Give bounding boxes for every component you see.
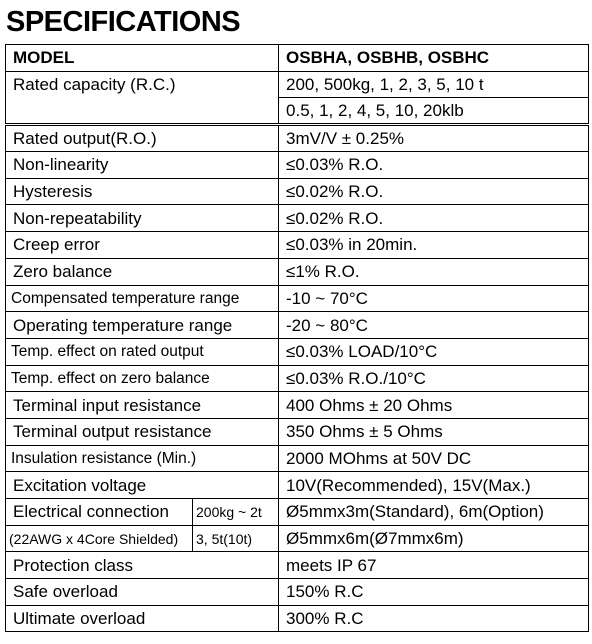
value: Ø5mmx6m(Ø7mmx6m)	[278, 524, 590, 553]
value: meets IP 67	[278, 551, 590, 580]
row: Creep error ≤0.03% in 20min.	[4, 231, 590, 259]
header-cell: MODEL	[4, 44, 280, 72]
value: 3mV/V ± 0.25%	[278, 123, 590, 153]
label: Temp. effect on rated output	[4, 337, 280, 366]
label: Electrical connection	[5, 498, 193, 526]
label: Terminal output resistance	[4, 417, 280, 446]
label: Operating temperature range	[4, 311, 280, 339]
label: Safe overload	[4, 578, 280, 606]
value: ≤0.03% in 20min.	[278, 231, 590, 259]
range: 3, 5t(10t)	[191, 524, 280, 553]
label: Rated output(R.O.)	[4, 123, 280, 153]
value: 150% R.C	[278, 578, 590, 606]
value: 0.5, 1, 2, 4, 5, 10, 20klb	[278, 97, 590, 126]
label: Temp. effect on zero balance	[4, 364, 280, 393]
row: Operating temperature range -20 ~ 80°C	[4, 311, 590, 339]
value: ≤0.03% LOAD/10°C	[278, 337, 590, 366]
note: (22AWG x 4Core Shielded)	[5, 524, 193, 553]
row: Electrical connection 200kg ~ 2t Ø5mmx3m(S…	[5, 498, 590, 526]
row: Safe overload 150% R.C	[4, 578, 590, 606]
label: Non-linearity	[4, 151, 280, 179]
title: SPECIFICATIONS	[6, 6, 241, 38]
value: -20 ~ 80°C	[278, 311, 590, 339]
label: Compensated temperature range	[4, 284, 280, 313]
row: Terminal input resistance 400 Ohms ± 20 O…	[4, 391, 590, 419]
spec-table: MODEL OSBHA, OSBHB, OSBHC Rated capacity…	[4, 44, 590, 633]
row: Compensated temperature range -10 ~ 70°C	[4, 284, 590, 313]
label: Hysteresis	[4, 177, 280, 206]
label: Rated capacity (R.C.)	[4, 70, 280, 126]
row: Excitation voltage 10V(Recommended), 15V(…	[4, 471, 590, 499]
row: Rated output(R.O.) 3mV/V ± 0.25%	[4, 123, 590, 153]
label: Terminal input resistance	[4, 391, 280, 419]
row: Terminal output resistance 350 Ohms ± 5 O…	[4, 417, 590, 446]
value: 300% R.C	[278, 604, 590, 633]
label: Excitation voltage	[4, 471, 280, 499]
value: 400 Ohms ± 20 Ohms	[278, 391, 590, 419]
row: Temp. effect on rated output ≤0.03% LOAD/…	[4, 337, 590, 366]
range: 200kg ~ 2t	[191, 498, 280, 526]
value: ≤1% R.O.	[278, 257, 590, 286]
row: Rated capacity (R.C.) 200, 500kg, 1, 2, …	[4, 70, 590, 126]
rows: Rated output(R.O.) 3mV/V ± 0.25% Non-linea…	[4, 123, 590, 633]
value: 10V(Recommended), 15V(Max.)	[278, 471, 590, 499]
row: (22AWG x 4Core Shielded) 3, 5t(10t) Ø5mmx6…	[5, 524, 590, 553]
row: Insulation resistance (Min.) 2000 MOhms a…	[4, 444, 590, 473]
row: Zero balance ≤1% R.O.	[4, 257, 590, 286]
label: Ultimate overload	[4, 604, 280, 633]
value: ≤0.02% R.O.	[278, 177, 590, 206]
label: Insulation resistance (Min.)	[4, 444, 280, 473]
row: Non-linearity ≤0.03% R.O.	[4, 151, 590, 179]
row: Hysteresis ≤0.02% R.O.	[4, 177, 590, 206]
row: Protection class meets IP 67	[4, 551, 590, 580]
value: -10 ~ 70°C	[278, 284, 590, 313]
value: 350 Ohms ± 5 Ohms	[278, 417, 590, 446]
label: Zero balance	[4, 257, 280, 286]
label: Creep error	[4, 231, 280, 259]
row: Non-repeatability ≤0.02% R.O.	[4, 204, 590, 233]
label: Protection class	[4, 551, 280, 580]
value: ≤0.03% R.O.	[278, 151, 590, 179]
value: 200, 500kg, 1, 2, 3, 5, 10 t	[278, 70, 590, 99]
row: Ultimate overload 300% R.C	[4, 604, 590, 633]
row: 0.5, 1, 2, 4, 5, 10, 20klb	[6, 97, 590, 126]
header-cell: OSBHA, OSBHB, OSBHC	[278, 44, 590, 72]
row: Temp. effect on zero balance ≤0.03% R.O./…	[4, 364, 590, 393]
header-row: MODEL OSBHA, OSBHB, OSBHC	[4, 44, 590, 72]
value: ≤0.02% R.O.	[278, 204, 590, 233]
value: 2000 MOhms at 50V DC	[278, 444, 590, 473]
label: Non-repeatability	[4, 204, 280, 233]
value: ≤0.03% R.O./10°C	[278, 364, 590, 393]
value: Ø5mmx3m(Standard), 6m(Option)	[278, 498, 590, 526]
